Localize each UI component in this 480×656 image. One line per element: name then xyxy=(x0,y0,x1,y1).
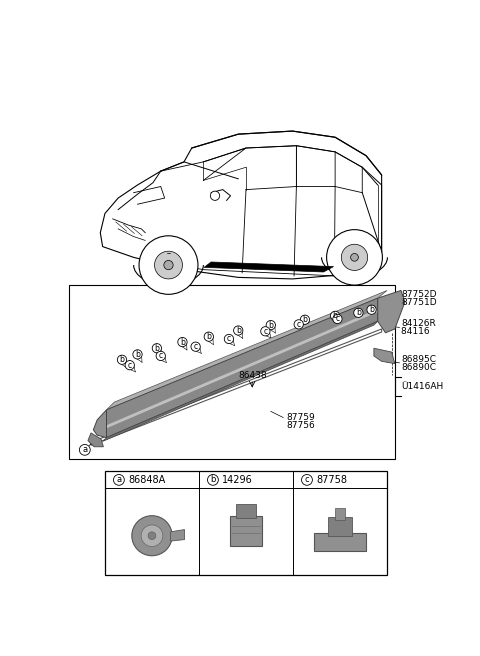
Text: 86895C: 86895C xyxy=(401,356,436,364)
FancyBboxPatch shape xyxy=(328,517,352,536)
Text: a: a xyxy=(116,476,121,484)
Text: 87756: 87756 xyxy=(286,420,315,430)
Polygon shape xyxy=(107,298,378,438)
Circle shape xyxy=(191,342,200,352)
Text: b: b xyxy=(333,312,337,320)
Circle shape xyxy=(148,532,156,540)
Polygon shape xyxy=(170,529,184,541)
Circle shape xyxy=(354,308,363,318)
Text: 14296: 14296 xyxy=(222,475,253,485)
Circle shape xyxy=(125,361,134,370)
Text: c: c xyxy=(264,327,267,336)
Polygon shape xyxy=(103,321,378,441)
Circle shape xyxy=(133,350,142,359)
Text: b: b xyxy=(356,308,361,318)
FancyBboxPatch shape xyxy=(314,533,366,551)
Circle shape xyxy=(141,525,163,546)
Text: 87751D: 87751D xyxy=(401,298,437,306)
Text: 87758: 87758 xyxy=(316,475,347,485)
Circle shape xyxy=(113,474,124,485)
Circle shape xyxy=(300,315,310,324)
Circle shape xyxy=(178,337,187,346)
Text: 87759: 87759 xyxy=(286,413,315,422)
Circle shape xyxy=(152,344,162,353)
Text: 84116: 84116 xyxy=(401,327,432,336)
Circle shape xyxy=(367,305,376,314)
Text: a: a xyxy=(82,445,87,455)
Polygon shape xyxy=(88,433,103,447)
Text: 86848A: 86848A xyxy=(128,475,166,485)
Text: b: b xyxy=(155,344,159,353)
Polygon shape xyxy=(204,262,334,272)
Text: c: c xyxy=(227,335,231,344)
Text: b: b xyxy=(210,476,216,484)
Text: 84126R: 84126R xyxy=(401,319,436,328)
Circle shape xyxy=(333,314,342,323)
Circle shape xyxy=(210,191,220,200)
Text: 87752D: 87752D xyxy=(401,290,436,299)
Text: c: c xyxy=(336,314,339,323)
Text: b: b xyxy=(369,305,374,314)
Text: c: c xyxy=(159,352,163,360)
Text: 86438: 86438 xyxy=(238,371,266,380)
Text: b: b xyxy=(180,338,185,346)
Polygon shape xyxy=(107,291,387,410)
Text: b: b xyxy=(120,356,124,364)
Circle shape xyxy=(155,251,182,279)
Text: b: b xyxy=(236,326,240,335)
FancyBboxPatch shape xyxy=(236,504,256,518)
Text: b: b xyxy=(206,332,211,341)
Circle shape xyxy=(207,474,218,485)
Circle shape xyxy=(156,352,166,361)
Text: b: b xyxy=(135,350,140,359)
Circle shape xyxy=(294,319,303,329)
Polygon shape xyxy=(378,291,405,333)
Circle shape xyxy=(341,244,368,270)
Circle shape xyxy=(132,516,172,556)
Circle shape xyxy=(301,474,312,485)
Text: 86890C: 86890C xyxy=(401,363,436,372)
Circle shape xyxy=(224,335,234,344)
Circle shape xyxy=(79,445,90,455)
Circle shape xyxy=(139,236,198,295)
Text: c: c xyxy=(128,361,132,370)
Polygon shape xyxy=(93,410,107,438)
FancyBboxPatch shape xyxy=(335,508,346,520)
Circle shape xyxy=(117,355,127,364)
Circle shape xyxy=(330,311,340,321)
Polygon shape xyxy=(107,309,378,428)
Circle shape xyxy=(266,321,276,330)
Circle shape xyxy=(164,260,173,270)
Text: c: c xyxy=(193,342,198,351)
Polygon shape xyxy=(374,348,395,363)
Text: c: c xyxy=(297,320,301,329)
Text: b: b xyxy=(302,316,307,324)
Circle shape xyxy=(326,230,383,285)
Circle shape xyxy=(261,327,270,336)
FancyBboxPatch shape xyxy=(230,516,262,546)
Text: Ȕ1416AH: Ȕ1416AH xyxy=(401,382,443,391)
Circle shape xyxy=(204,332,214,341)
Circle shape xyxy=(350,253,359,261)
Circle shape xyxy=(234,326,243,335)
Text: c: c xyxy=(305,476,309,484)
Text: b: b xyxy=(268,321,273,329)
